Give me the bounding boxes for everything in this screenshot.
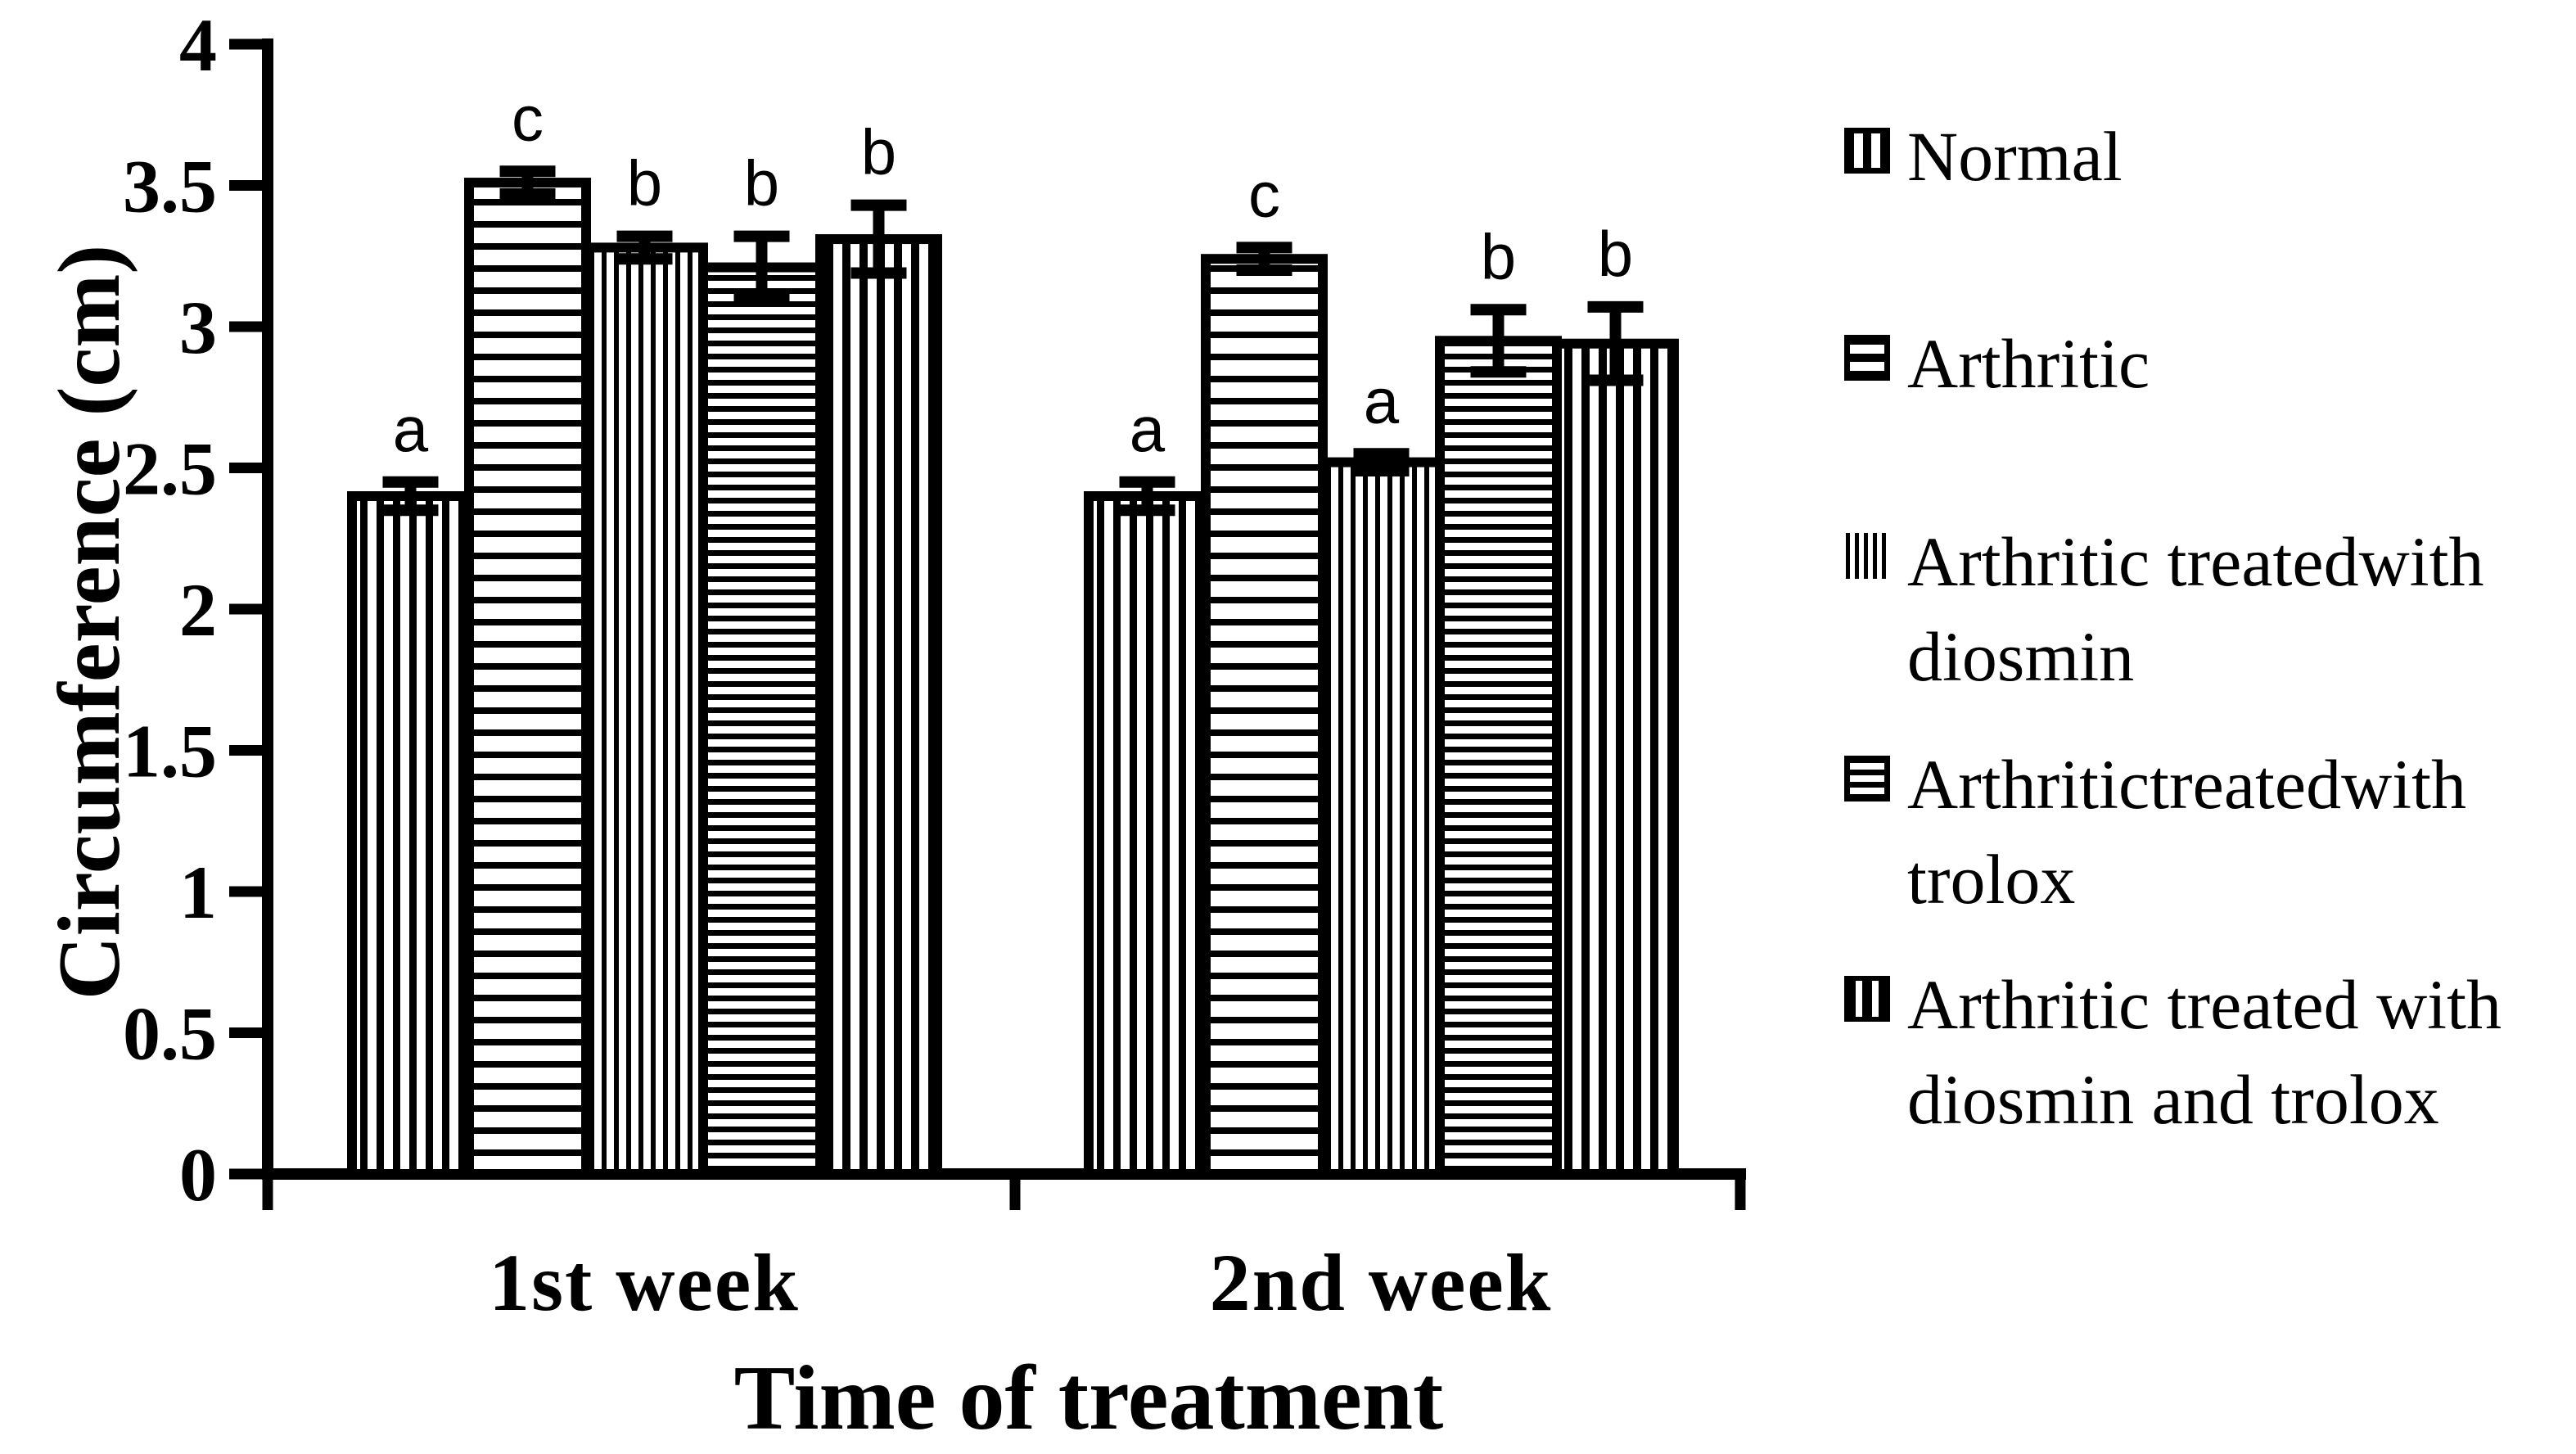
- marker-line: [1882, 533, 1886, 579]
- legend-item-arthritictreatedwith-trolox: Arthritictreatedwith trolox: [1844, 745, 2466, 919]
- bar-1st-week-arthritic-treated-with-diosmin-and-trolox: [815, 234, 942, 1179]
- y-tick-label: 1.5: [123, 710, 217, 793]
- significance-letter: b: [861, 116, 896, 188]
- marker-slot: [1850, 362, 1884, 371]
- significance-letters: a c b b b a c a b b: [393, 82, 1633, 465]
- marker-slot: [1854, 133, 1863, 168]
- y-tick-label: 2: [179, 568, 217, 652]
- marker-slot: [1850, 775, 1884, 782]
- y-tick-label: 3: [179, 286, 217, 369]
- bar-1st-week-arthritic-treatedwith-diosmin: [581, 242, 708, 1179]
- significance-letter: b: [1598, 218, 1633, 290]
- bar-2nd-week-arthritic: [1201, 254, 1328, 1180]
- legend: Normal Arthritic Arthritic treatedwith dios…: [1844, 117, 2502, 1139]
- marker-slot: [1850, 345, 1884, 354]
- legend-label-line: Normal: [1907, 117, 2123, 196]
- error-bars: [382, 165, 1644, 517]
- significance-letter: b: [627, 147, 662, 219]
- bars: [347, 178, 1679, 1180]
- y-tick-labels: 0 0.5 1 1.5 2 2.5 3 3.5 4: [123, 3, 217, 1217]
- legend-label-line: diosmin: [1907, 617, 2134, 696]
- legend-label-line: Arthritic: [1907, 324, 2150, 403]
- bar-1st-week-arthritictreatedwith-trolox: [698, 262, 825, 1179]
- y-tick-label: 3.5: [123, 145, 217, 228]
- legend-label-line: diosmin and trolox: [1907, 1060, 2439, 1139]
- square-two-thin-vertical-slots-icon: [1844, 976, 1890, 1022]
- marker-slot: [1871, 133, 1880, 168]
- significance-letter: b: [744, 147, 779, 219]
- marker-line: [1846, 533, 1850, 579]
- legend-item-arthritic-treated-with-diosmin-and-trolox: Arthritic treated with diosmin and trolox: [1844, 965, 2502, 1139]
- legend-label-line: Arthritic treatedwith: [1907, 522, 2484, 601]
- significance-letter: c: [512, 82, 544, 154]
- marker-square: [1844, 128, 1890, 174]
- significance-letter: a: [1364, 364, 1400, 436]
- marker-slot: [1872, 981, 1879, 1017]
- y-tick-label: 1: [179, 851, 217, 934]
- significance-letter: c: [1248, 158, 1280, 230]
- marker-slot: [1856, 981, 1862, 1017]
- marker-line: [1873, 533, 1877, 579]
- marker-square: [1844, 335, 1890, 381]
- thin-vertical-lines-icon: [1846, 533, 1886, 579]
- square-two-horizontal-slots-icon: [1844, 335, 1890, 381]
- category-label-2nd-week: 2nd week: [1210, 1237, 1553, 1328]
- category-label-1st-week: 1st week: [489, 1237, 800, 1328]
- legend-item-arthritic: Arthritic: [1844, 324, 2150, 403]
- legend-label-line: Arthritic treated with: [1907, 965, 2502, 1044]
- bar-1st-week-normal: [347, 491, 474, 1179]
- bar-2nd-week-arthritic-treatedwith-diosmin: [1318, 457, 1445, 1179]
- y-tick-label: 2.5: [123, 427, 217, 511]
- significance-letter: a: [1130, 393, 1166, 465]
- square-two-vertical-slots-icon: [1844, 128, 1890, 174]
- marker-line: [1855, 533, 1859, 579]
- y-tick-label: 0: [179, 1133, 217, 1217]
- y-tick-label: 0.5: [123, 992, 217, 1076]
- marker-square: [1844, 976, 1890, 1022]
- significance-letter: a: [393, 393, 429, 465]
- y-axis-title: Circumference (cm): [41, 245, 138, 1000]
- y-tick-label: 4: [179, 3, 217, 87]
- square-three-horizontal-slots-icon: [1844, 756, 1890, 802]
- significance-letter: b: [1481, 220, 1516, 292]
- marker-line: [1864, 533, 1868, 579]
- bar-2nd-week-normal: [1084, 491, 1211, 1179]
- legend-label-line: trolox: [1907, 840, 2075, 919]
- bar-1st-week-arthritic: [464, 178, 591, 1179]
- legend-item-arthritic-treatedwith-diosmin: Arthritic treatedwith diosmin: [1846, 522, 2484, 696]
- bar-2nd-week-arthritictreatedwith-trolox: [1435, 336, 1562, 1179]
- x-axis-title: Time of treatment: [734, 1348, 1444, 1449]
- bar-2nd-week-arthritic-treated-with-diosmin-and-trolox: [1552, 338, 1679, 1179]
- marker-slot: [1850, 763, 1884, 770]
- marker-slot: [1850, 788, 1884, 794]
- legend-item-normal: Normal: [1844, 117, 2123, 196]
- legend-label-line: Arthritictreatedwith: [1907, 745, 2466, 824]
